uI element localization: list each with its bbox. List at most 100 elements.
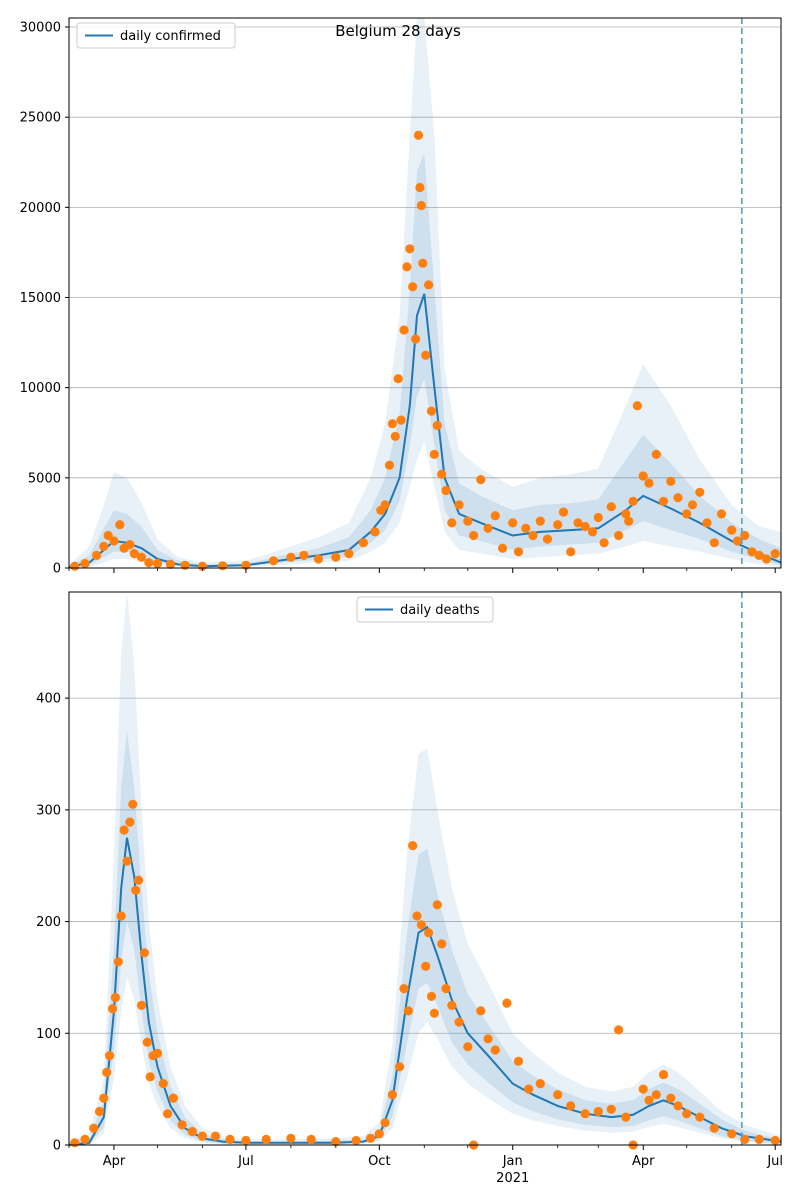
data-point xyxy=(424,928,434,938)
data-point xyxy=(761,554,772,564)
data-point xyxy=(566,547,576,557)
data-point xyxy=(695,1112,705,1122)
data-point xyxy=(644,1095,654,1105)
data-point xyxy=(136,552,147,562)
data-point xyxy=(614,530,624,541)
data-point xyxy=(331,1137,341,1147)
data-point xyxy=(447,1000,457,1011)
y-tick-label: 30000 xyxy=(20,21,61,36)
data-point xyxy=(441,984,451,994)
data-point xyxy=(651,1090,661,1100)
data-point xyxy=(426,991,437,1002)
data-point xyxy=(770,549,780,559)
data-point xyxy=(415,182,425,193)
data-point xyxy=(286,552,296,562)
data-point xyxy=(177,1120,187,1130)
data-point xyxy=(268,556,279,566)
series-line xyxy=(68,837,782,1146)
plot-frame xyxy=(68,17,782,569)
data-point xyxy=(344,549,354,559)
data-point xyxy=(421,961,431,971)
data-point xyxy=(421,350,431,360)
data-point xyxy=(476,1006,486,1016)
data-point xyxy=(396,415,406,425)
data-point xyxy=(426,406,437,416)
data-point xyxy=(599,538,609,548)
data-point xyxy=(405,244,415,254)
data-point xyxy=(732,536,743,546)
data-point xyxy=(411,334,421,344)
data-point xyxy=(716,509,727,519)
data-point xyxy=(331,552,341,562)
y-tick-label: 100 xyxy=(36,1027,61,1042)
data-point xyxy=(606,502,616,512)
data-point xyxy=(535,1079,545,1089)
data-point xyxy=(709,538,719,548)
data-point xyxy=(380,1118,390,1128)
data-point xyxy=(441,485,451,496)
data-point xyxy=(513,1056,524,1066)
data-point xyxy=(754,1134,764,1144)
data-point xyxy=(469,530,479,541)
data-point xyxy=(553,520,563,530)
data-point xyxy=(395,1062,405,1072)
data-point xyxy=(508,518,518,528)
data-point xyxy=(197,1131,207,1141)
y-tick-label: 400 xyxy=(36,692,61,707)
data-point xyxy=(502,998,512,1008)
data-point xyxy=(403,1006,413,1016)
data-point xyxy=(384,460,395,470)
data-point xyxy=(437,939,447,949)
y-tick-label: 25000 xyxy=(20,111,61,126)
data-point xyxy=(387,419,397,429)
data-point xyxy=(673,1101,683,1111)
data-point xyxy=(313,554,323,564)
data-point xyxy=(370,527,380,537)
data-point xyxy=(374,1129,384,1139)
data-point xyxy=(115,520,125,530)
y-tick-label: 0 xyxy=(53,562,61,577)
data-point xyxy=(351,1135,361,1146)
data-point xyxy=(218,561,228,571)
data-point xyxy=(380,500,390,510)
data-point xyxy=(702,518,712,528)
data-point xyxy=(727,1129,737,1139)
data-point xyxy=(432,900,442,910)
x-tick-label: Jul xyxy=(766,1154,783,1169)
chart-title: Belgium 28 days xyxy=(335,22,461,40)
data-point xyxy=(429,449,439,459)
x-tick-label: Jul xyxy=(237,1154,254,1169)
data-point xyxy=(105,1051,115,1061)
data-point xyxy=(498,543,508,553)
y-tick-label: 10000 xyxy=(20,381,61,396)
data-point xyxy=(142,1037,152,1047)
uncertainty-band-0 xyxy=(69,592,781,1145)
data-point xyxy=(116,911,126,921)
data-point xyxy=(128,799,138,809)
x-tick-label: Jan xyxy=(502,1154,523,1169)
data-point xyxy=(131,885,141,895)
legend-box xyxy=(356,596,494,623)
legend-box xyxy=(76,22,236,49)
legend-label: daily confirmed xyxy=(120,29,221,44)
data-point xyxy=(528,530,538,541)
data-point xyxy=(129,549,139,559)
data-point xyxy=(638,1084,648,1094)
data-point xyxy=(695,487,705,497)
uncertainty-band-0 xyxy=(69,18,781,568)
data-point xyxy=(454,1017,464,1027)
data-point xyxy=(286,1133,296,1143)
legend-label: daily deaths xyxy=(400,603,480,618)
data-point xyxy=(621,1112,631,1122)
confirmed-panel: 0 5000 10000 15000 20000 25000 30000 Belgium 28… xyxy=(20,17,782,577)
data-point xyxy=(358,538,368,548)
data-point xyxy=(139,948,149,958)
data-point xyxy=(99,541,109,552)
data-point xyxy=(152,1048,163,1058)
data-point xyxy=(727,525,737,535)
data-point xyxy=(110,992,120,1003)
data-point xyxy=(89,1123,99,1133)
data-point xyxy=(754,550,764,561)
x-tick-label: Apr xyxy=(103,1154,126,1169)
data-point xyxy=(558,507,569,517)
